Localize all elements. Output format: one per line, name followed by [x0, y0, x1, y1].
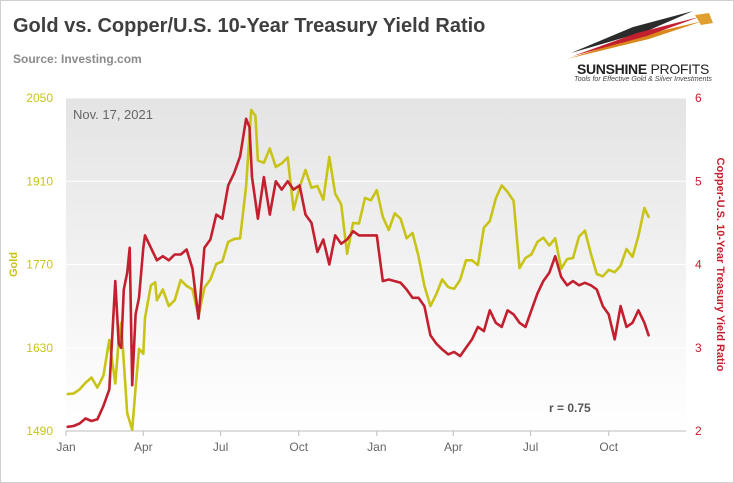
- logo-tagline: Tools for Effective Gold & Silver Invest…: [574, 76, 712, 83]
- right-tick-label-3: 5: [695, 174, 702, 188]
- left-tick-label-3: 1910: [26, 174, 53, 188]
- logo-name-bold: SUNSHINE: [576, 61, 647, 77]
- x-tick-label-2: Jul: [213, 440, 228, 454]
- right-tick-label-0: 2: [695, 424, 702, 438]
- sunshine-profits-logo: SUNSHINE PROFITS Tools for Effective Gol…: [563, 9, 733, 85]
- right-tick-label-1: 3: [695, 341, 702, 355]
- left-tick-label-0: 1490: [26, 424, 53, 438]
- date-annotation: Nov. 17, 2021: [73, 107, 153, 122]
- x-axis: Jan Apr Jul Oct Jan Apr Jul Oct: [56, 430, 686, 454]
- left-tick-label-1: 1630: [26, 341, 53, 355]
- chart-title: Gold vs. Copper/U.S. 10-Year Treasury Yi…: [13, 15, 486, 37]
- right-tick-label-4: 6: [695, 91, 702, 105]
- x-tick-label-5: Apr: [444, 440, 463, 454]
- correlation-annotation: r = 0.75: [549, 401, 591, 415]
- left-axis: 1490 1630 1770 1910 2050 Gold: [8, 91, 53, 438]
- logo-name-rest: PROFITS: [646, 61, 710, 77]
- x-tick-label-7: Oct: [599, 440, 618, 454]
- logo-name: SUNSHINE PROFITS: [563, 61, 723, 77]
- left-tick-label-4: 2050: [26, 91, 53, 105]
- series-lines: [66, 108, 650, 432]
- x-tick-label-1: Apr: [134, 440, 153, 454]
- left-axis-label: Gold: [8, 252, 20, 277]
- source-note: Source: Investing.com: [13, 52, 142, 66]
- right-axis-label: Copper-U.S. 10-Year Treasury Yield Ratio: [714, 158, 726, 372]
- right-tick-label-2: 4: [695, 258, 702, 272]
- ratio-series-line: [66, 117, 650, 429]
- x-tick-label-3: Oct: [289, 440, 308, 454]
- x-tick-label-6: Jul: [523, 440, 538, 454]
- gold-series-line: [66, 108, 650, 432]
- logo-swoosh-icon: [567, 11, 713, 59]
- x-tick-label-4: Jan: [367, 440, 386, 454]
- left-tick-label-2: 1770: [26, 258, 53, 272]
- right-axis: 2 3 4 5 6 Copper-U.S. 10-Year Treasury Yield …: [695, 91, 726, 438]
- x-tick-label-0: Jan: [56, 440, 75, 454]
